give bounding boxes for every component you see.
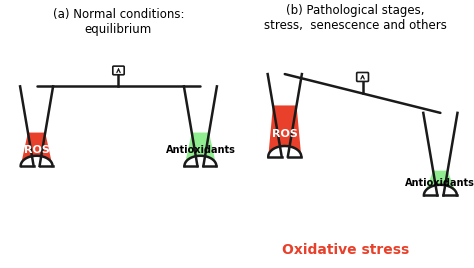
Text: ROS: ROS [272, 129, 298, 139]
Title: (b) Pathological stages,
stress,  senescence and others: (b) Pathological stages, stress, senesce… [264, 4, 447, 32]
FancyBboxPatch shape [113, 66, 124, 75]
Text: Antioxidants: Antioxidants [405, 178, 474, 188]
Polygon shape [424, 171, 457, 195]
Title: (a) Normal conditions:
equilibrium: (a) Normal conditions: equilibrium [53, 8, 184, 36]
Text: Oxidative stress: Oxidative stress [283, 243, 410, 257]
Polygon shape [268, 105, 301, 157]
Text: ROS: ROS [24, 145, 49, 155]
FancyBboxPatch shape [356, 72, 368, 81]
Polygon shape [184, 133, 216, 166]
Polygon shape [21, 133, 53, 166]
Text: Antioxidants: Antioxidants [165, 145, 236, 155]
